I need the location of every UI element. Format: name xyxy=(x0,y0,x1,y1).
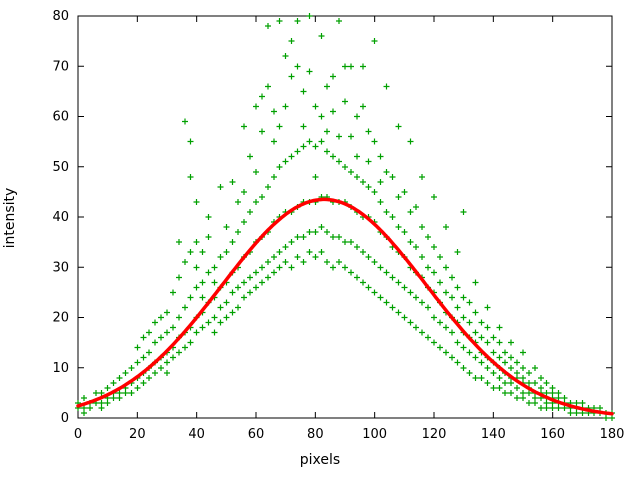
x-tick-label: 80 xyxy=(307,427,324,442)
y-tick-label: 80 xyxy=(52,9,69,24)
x-tick-label: 60 xyxy=(248,427,265,442)
y-tick-label: 40 xyxy=(52,210,69,225)
y-tick-label: 20 xyxy=(52,311,69,326)
x-tick-label: 100 xyxy=(362,427,387,442)
y-tick-label: 60 xyxy=(52,110,69,125)
x-tick-label: 160 xyxy=(540,427,565,442)
y-tick-label: 0 xyxy=(61,411,69,426)
x-tick-label: 40 xyxy=(188,427,205,442)
y-tick-label: 10 xyxy=(52,361,69,376)
y-tick-label: 70 xyxy=(52,59,69,74)
x-tick-label: 180 xyxy=(600,427,625,442)
x-axis-label: pixels xyxy=(299,452,341,468)
fit-curve xyxy=(76,197,614,416)
tick-labels: 0 20 40 60 80 100 120 140 160 180 0 10 20 30 40 50 60 70 8… xyxy=(52,9,624,442)
y-tick-label: 30 xyxy=(52,260,69,275)
x-tick-label: 140 xyxy=(481,427,506,442)
x-tick-label: 0 xyxy=(74,427,82,442)
x-tick-label: 20 xyxy=(129,427,146,442)
y-axis-label: intensity xyxy=(2,187,18,249)
x-tick-label: 120 xyxy=(422,427,447,442)
y-tick-label: 50 xyxy=(52,160,69,175)
